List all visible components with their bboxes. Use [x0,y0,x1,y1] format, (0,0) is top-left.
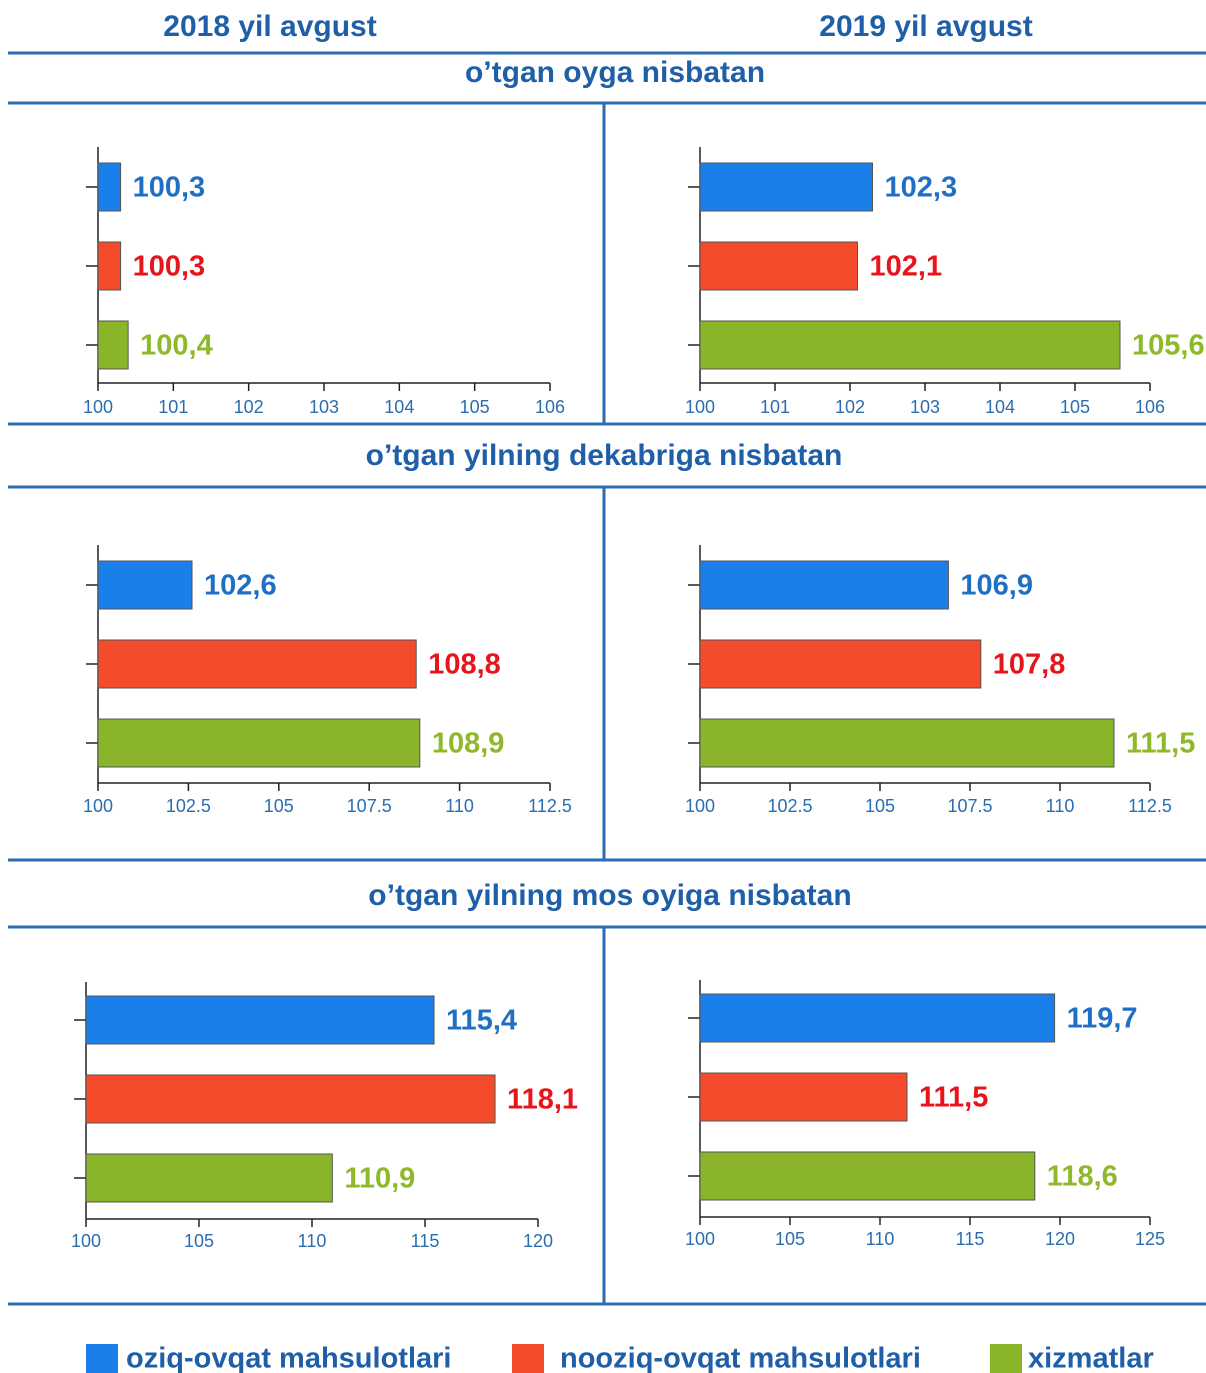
bar [699,993,1056,1043]
bar [97,718,421,768]
x-tick-label: 105 [460,397,490,417]
x-tick-label: 104 [384,397,414,417]
x-tick-label: 104 [985,397,1015,417]
section-title: o’tgan yilning dekabriga nisbatan [366,439,843,472]
value-label: 100,3 [133,251,206,283]
value-label: 108,9 [432,728,505,760]
column-header: 2019 yil avgust [819,10,1032,43]
value-label: 118,1 [507,1084,578,1116]
bar [85,1153,333,1203]
x-tick-label: 100 [83,397,113,417]
value-label: 102,6 [204,570,277,602]
x-tick-label: 100 [685,796,715,816]
bar [699,639,982,689]
value-label: 119,7 [1067,1003,1138,1035]
x-tick-label: 120 [523,1231,553,1251]
legend-label: nooziq-ovqat mahsulotlari [560,1343,921,1373]
legend-label: oziq-ovqat mahsulotlari [126,1343,451,1373]
x-tick-label: 102.5 [166,796,211,816]
value-label: 105,6 [1132,330,1205,362]
value-label: 100,4 [140,330,213,362]
bar [699,1151,1036,1201]
x-tick-label: 125 [1135,1229,1165,1249]
x-tick-label: 105 [775,1229,805,1249]
value-label: 100,3 [133,172,206,204]
bar [97,320,129,370]
x-tick-label: 110 [445,796,474,816]
bar [699,560,949,610]
x-tick-label: 107.5 [947,796,992,816]
bar [85,1074,496,1124]
x-tick-label: 110 [298,1231,327,1251]
legend-swatch [86,1344,118,1373]
x-tick-label: 115 [956,1229,985,1249]
x-tick-label: 100 [685,397,715,417]
x-tick-label: 103 [309,397,339,417]
x-tick-label: 115 [411,1231,440,1251]
value-label: 111,5 [1126,728,1195,760]
bar [97,162,122,212]
value-label: 118,6 [1047,1161,1118,1193]
value-label: 110,9 [344,1163,415,1195]
value-label: 102,1 [870,251,943,283]
x-tick-label: 110 [1046,796,1075,816]
x-tick-label: 112.5 [528,796,572,816]
column-header: 2018 yil avgust [163,10,376,43]
value-label: 107,8 [993,649,1066,681]
x-tick-label: 107.5 [347,796,392,816]
value-label: 102,3 [885,172,958,204]
value-label: 111,5 [919,1082,988,1114]
x-tick-label: 110 [866,1229,895,1249]
x-tick-label: 103 [910,397,940,417]
x-tick-label: 100 [71,1231,101,1251]
bar [97,241,122,291]
section-title: o’tgan yilning mos oyiga nisbatan [368,879,851,912]
x-tick-label: 106 [1135,397,1165,417]
legend-swatch [512,1344,544,1373]
bar [699,162,873,212]
value-label: 115,4 [446,1005,517,1037]
x-tick-label: 120 [1045,1229,1075,1249]
bar [85,995,435,1045]
x-tick-label: 102 [234,397,264,417]
x-tick-label: 105 [1060,397,1090,417]
legend-swatch [990,1344,1022,1373]
x-tick-label: 101 [158,397,188,417]
x-tick-label: 100 [685,1229,715,1249]
x-tick-label: 105 [865,796,895,816]
x-tick-label: 102 [835,397,865,417]
value-label: 108,8 [428,649,501,681]
x-tick-label: 101 [760,397,790,417]
section-title: o’tgan oyga nisbatan [465,56,765,89]
legend-label: xizmatlar [1028,1343,1154,1373]
x-tick-label: 112.5 [1128,796,1172,816]
x-tick-label: 105 [264,796,294,816]
bar [97,639,417,689]
bar [699,1072,908,1122]
bar [699,320,1121,370]
bar [699,718,1115,768]
value-label: 106,9 [960,570,1033,602]
bar [97,560,193,610]
x-tick-label: 106 [535,397,565,417]
bar [699,241,858,291]
x-tick-label: 100 [83,796,113,816]
x-tick-label: 105 [184,1231,214,1251]
x-tick-label: 102.5 [767,796,812,816]
